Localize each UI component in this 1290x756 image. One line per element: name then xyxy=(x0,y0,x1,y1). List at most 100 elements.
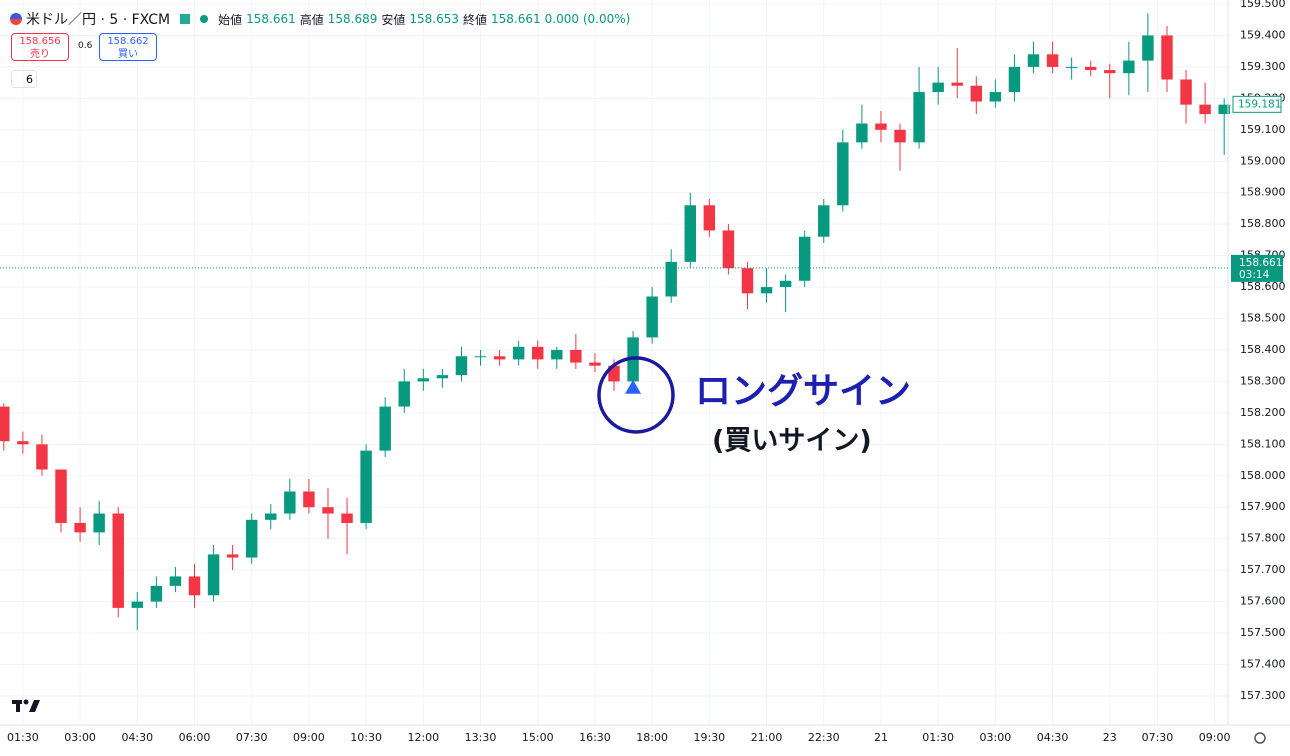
candle-body xyxy=(665,261,677,297)
candle-body xyxy=(1142,35,1154,61)
candle-body xyxy=(1180,79,1192,105)
candle-body xyxy=(1065,66,1078,68)
candle-body xyxy=(913,92,925,143)
candle-body xyxy=(169,576,182,586)
open-label: 始値 xyxy=(218,12,243,27)
close-value: 158.661 xyxy=(491,12,541,26)
x-tick-label: 07:30 xyxy=(236,731,268,744)
candle-body xyxy=(112,513,124,608)
candle-body xyxy=(856,123,868,143)
candle-body xyxy=(741,268,754,294)
y-tick-label: 159.400 xyxy=(1240,28,1286,41)
candle-body xyxy=(951,82,963,86)
flag-icon xyxy=(10,13,22,25)
x-tick-label: 16:30 xyxy=(579,731,611,744)
current-price-label: 158.661 xyxy=(1239,257,1282,269)
indicator-toggle[interactable]: 6 xyxy=(11,70,37,88)
candle-body xyxy=(188,576,201,596)
low-value: 158.653 xyxy=(409,12,460,26)
candle-body xyxy=(894,129,906,143)
x-tick-label: 04:30 xyxy=(121,731,153,744)
y-tick-label: 157.400 xyxy=(1240,657,1286,670)
candle-body xyxy=(303,491,315,508)
candle-body xyxy=(341,513,353,523)
x-tick-label: 01:30 xyxy=(922,731,954,744)
candle-body xyxy=(493,356,506,360)
candle-body xyxy=(417,378,430,382)
candle-body xyxy=(722,230,735,269)
candle-body xyxy=(265,513,277,520)
candle-body xyxy=(1218,104,1230,115)
status-dot xyxy=(200,15,209,23)
candle-body xyxy=(0,406,10,442)
y-tick-label: 158.500 xyxy=(1240,312,1286,325)
candle-body xyxy=(17,441,29,445)
candle-body xyxy=(74,522,86,533)
buy-button[interactable]: 158.662 買い xyxy=(99,33,157,61)
candle-body xyxy=(436,375,449,379)
x-tick-label: 03:00 xyxy=(980,731,1012,744)
candle-body xyxy=(36,444,48,470)
x-tick-label: 12:00 xyxy=(407,731,439,744)
candle-body xyxy=(970,85,983,102)
signal-subtext: (買いサイン) xyxy=(712,426,872,457)
candle-body xyxy=(455,356,468,376)
y-tick-label: 158.800 xyxy=(1240,217,1286,230)
signal-text: ロングサイン xyxy=(695,371,911,412)
y-tick-label: 158.400 xyxy=(1240,343,1286,356)
candle-body xyxy=(760,287,773,294)
candle-body xyxy=(360,450,372,523)
x-tick-label: 22:30 xyxy=(808,731,840,744)
candle-body xyxy=(1046,54,1059,67)
candle-body xyxy=(779,280,792,288)
x-tick-label: 15:00 xyxy=(522,731,554,744)
sell-price: 158.656 xyxy=(19,36,61,47)
candle-body xyxy=(1161,35,1173,80)
high-value: 158.689 xyxy=(327,12,378,26)
candle-body xyxy=(55,469,67,523)
x-tick-label: 18:00 xyxy=(636,731,668,744)
candle-body xyxy=(1008,66,1021,93)
candle-body xyxy=(131,601,144,608)
candle-body xyxy=(932,82,944,93)
y-tick-label: 157.700 xyxy=(1240,563,1286,576)
y-tick-label: 159.100 xyxy=(1240,123,1286,136)
x-tick-label: 13:30 xyxy=(465,731,497,744)
y-tick-label: 159.300 xyxy=(1240,60,1286,73)
candle-body xyxy=(322,507,334,514)
close-label: 終値 xyxy=(463,12,488,27)
candle-body xyxy=(684,205,696,262)
candle-body xyxy=(551,349,563,360)
x-tick-label: 10:30 xyxy=(350,731,382,744)
signal-arrow xyxy=(625,379,642,394)
candle-body xyxy=(512,346,525,360)
candle-body xyxy=(818,205,830,237)
candle-body xyxy=(379,406,391,451)
x-tick-label: 07:30 xyxy=(1142,731,1174,744)
y-tick-label: 158.900 xyxy=(1240,186,1286,199)
candle-body xyxy=(608,365,620,382)
settings-icon[interactable] xyxy=(1254,732,1266,744)
candle-body xyxy=(284,491,296,514)
candle-body xyxy=(1199,104,1211,115)
y-tick-label: 158.100 xyxy=(1240,437,1286,450)
symbol: 米ドル／円 · 5 · FXCM xyxy=(26,12,171,28)
candle-body xyxy=(532,346,544,360)
candle-body xyxy=(93,513,105,533)
y-tick-label: 158.300 xyxy=(1240,374,1286,387)
candle-body xyxy=(226,554,239,558)
last-price-box xyxy=(1232,95,1282,113)
candle-body xyxy=(703,205,716,231)
y-tick-label: 157.800 xyxy=(1240,532,1286,545)
last-price-label: 159.181 xyxy=(1238,98,1281,110)
sell-button[interactable]: 158.656 売り xyxy=(11,33,69,61)
signal-circle xyxy=(597,356,675,434)
candle-body xyxy=(1104,70,1116,74)
x-tick-label: 06:00 xyxy=(179,731,211,744)
candle-body xyxy=(589,362,601,366)
indicator-count: 6 xyxy=(26,73,33,86)
legend-header: 米ドル／円 · 5 · FXCM 始値 158.661 高値 158.689 安値 1… xyxy=(10,9,630,29)
y-tick-label: 157.500 xyxy=(1240,626,1286,639)
x-tick-label: 01:30 xyxy=(7,731,39,744)
